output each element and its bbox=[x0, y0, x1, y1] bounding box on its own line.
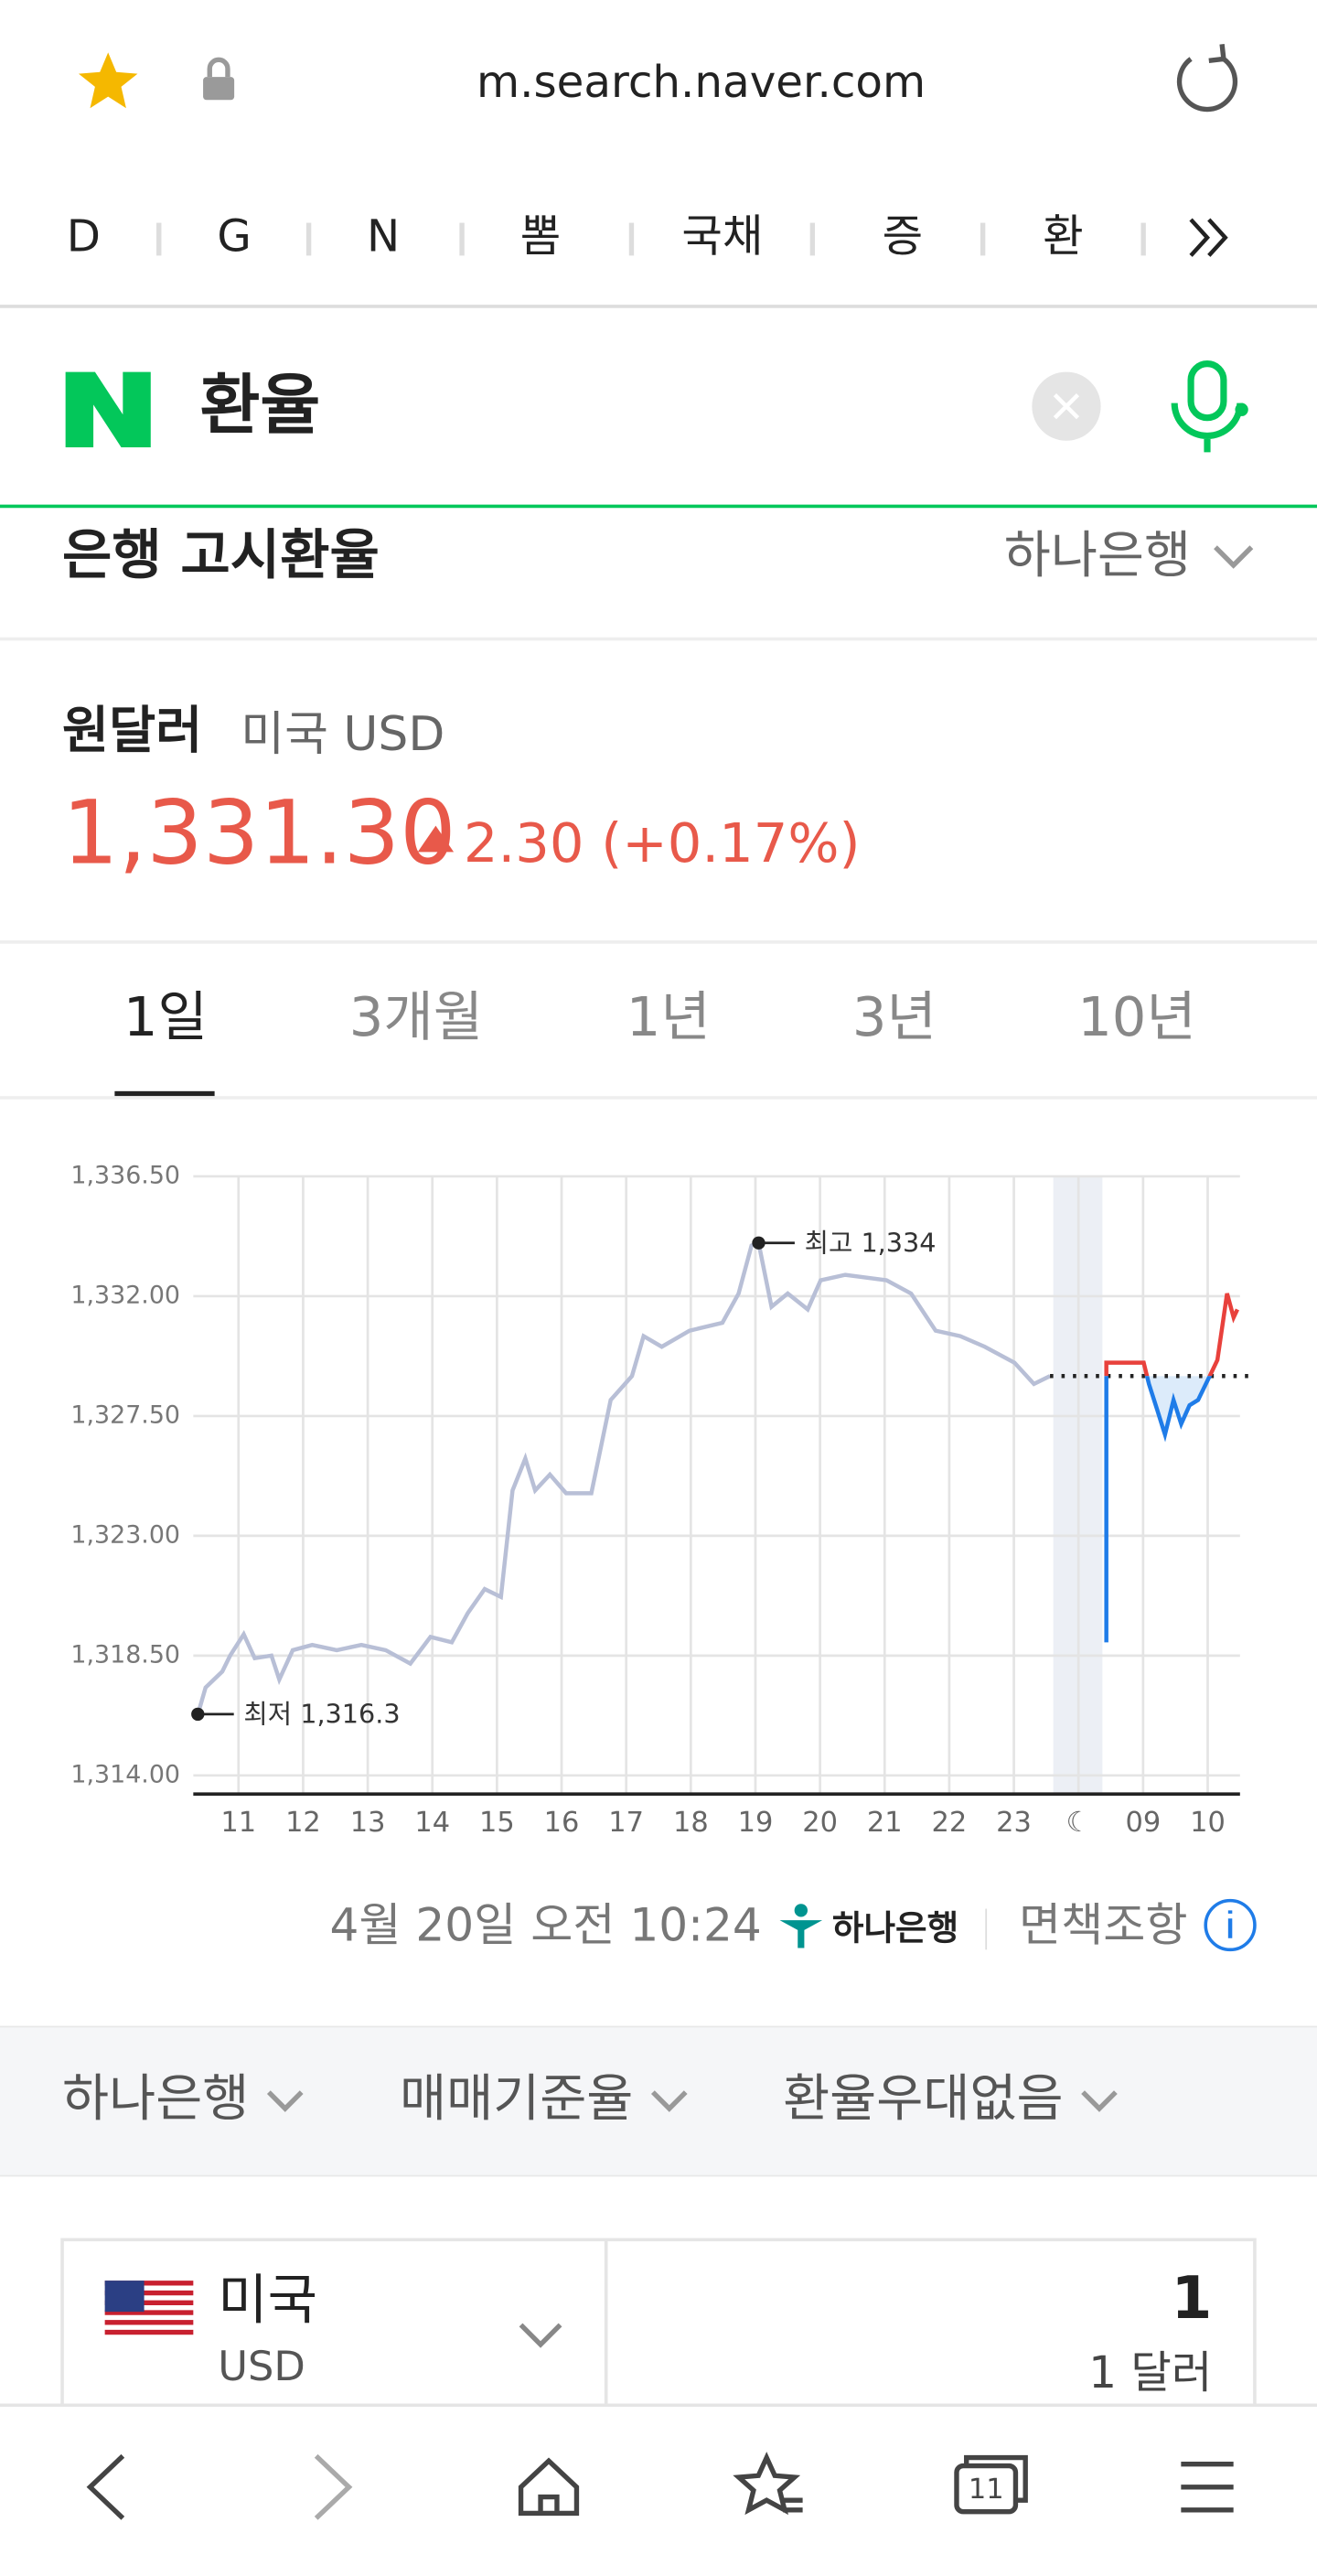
bookmark-bar: D G N 뽐 국채 증 환 bbox=[67, 210, 1146, 262]
period-tab[interactable]: 1년 bbox=[626, 985, 711, 1048]
info-icon[interactable] bbox=[1204, 1898, 1257, 1952]
currency-name: 원달러 bbox=[62, 702, 202, 761]
filter[interactable]: 매매기준율 bbox=[400, 2069, 633, 2129]
annotation-point bbox=[191, 1707, 205, 1722]
bookmark[interactable]: 환 bbox=[1043, 210, 1083, 262]
bookmark[interactable]: G bbox=[217, 210, 251, 262]
x-tick-label: 09 bbox=[1125, 1807, 1161, 1839]
x-tick-label: 22 bbox=[932, 1807, 968, 1839]
period-tab[interactable]: 1일 bbox=[123, 985, 208, 1048]
bookmark[interactable]: N bbox=[367, 210, 400, 262]
x-tick-label: 23 bbox=[996, 1807, 1032, 1839]
chevron bbox=[266, 2090, 304, 2112]
bank-logo: 하나은행 bbox=[832, 1907, 958, 1948]
bookmark[interactable]: 뽐 bbox=[520, 210, 561, 262]
chevron bbox=[650, 2090, 688, 2112]
filter[interactable]: 하나은행 bbox=[62, 2069, 249, 2129]
naver-logo[interactable] bbox=[65, 371, 151, 447]
filters: 하나은행 매매기준율 환율우대없음 bbox=[62, 2069, 1118, 2129]
line-down bbox=[1104, 1376, 1213, 1643]
y-tick-label: 1,327.50 bbox=[70, 1401, 180, 1429]
x-tick-label: ☾ bbox=[1066, 1807, 1091, 1839]
y-tick-label: 1,336.50 bbox=[70, 1161, 180, 1189]
x-tick-label: 15 bbox=[479, 1807, 515, 1839]
home-button[interactable] bbox=[518, 2457, 580, 2517]
period-tab[interactable]: 3개월 bbox=[349, 985, 483, 1048]
bookmarks-button[interactable] bbox=[733, 2452, 803, 2516]
tab-count: 11 bbox=[969, 2474, 1004, 2506]
forward-button[interactable] bbox=[314, 2453, 353, 2520]
x-tick-label: 13 bbox=[350, 1807, 386, 1839]
clear-button[interactable] bbox=[1032, 371, 1101, 441]
bookmark[interactable]: 증 bbox=[883, 210, 923, 262]
x-tick-label: 21 bbox=[867, 1807, 903, 1839]
x-tick-label: 20 bbox=[802, 1807, 838, 1839]
bank-logo-icon bbox=[779, 1904, 823, 1948]
tabs-button[interactable] bbox=[954, 2454, 1028, 2515]
line bbox=[196, 1240, 1052, 1715]
favorite-star[interactable] bbox=[78, 52, 138, 109]
period-tabs: 1일 3개월 1년 3년 10년 bbox=[123, 985, 1196, 1048]
timestamp: 4월 20일 오전 10:24 bbox=[329, 1898, 761, 1952]
amount-unit: 1 달러 bbox=[1088, 2347, 1212, 2399]
disclaimer[interactable]: 면책조항 bbox=[1019, 1898, 1187, 1952]
annotation: 최고 1,334 bbox=[805, 1228, 937, 1259]
url[interactable]: m.search.naver.com bbox=[476, 57, 926, 108]
y-tick-label: 1,323.00 bbox=[70, 1520, 180, 1549]
chart: 1,314.00 1,318.50 1,323.00 1,327.50 1,332.00… bbox=[70, 1161, 1248, 1839]
section-title: 은행 고시환율 bbox=[62, 523, 380, 586]
chevron bbox=[1214, 545, 1254, 569]
period-tab[interactable]: 10년 bbox=[1077, 985, 1196, 1048]
reload-button[interactable] bbox=[1176, 44, 1238, 113]
period-tab[interactable]: 3년 bbox=[852, 985, 937, 1048]
back-button[interactable] bbox=[86, 2453, 125, 2520]
bottom-nav bbox=[0, 2405, 1317, 2570]
bookmark[interactable]: 국채 bbox=[681, 210, 763, 262]
x-tick-label: 19 bbox=[738, 1807, 774, 1839]
x-tick-label: 16 bbox=[544, 1807, 580, 1839]
currency-code: 미국 USD bbox=[241, 707, 444, 762]
us-flag bbox=[104, 2281, 194, 2340]
x-tick-label: 11 bbox=[220, 1807, 256, 1839]
x-tick-label: 10 bbox=[1190, 1807, 1226, 1839]
y-tick-label: 1,332.00 bbox=[70, 1281, 180, 1309]
bookmark[interactable]: D bbox=[67, 210, 101, 262]
filter[interactable]: 환율우대없음 bbox=[783, 2069, 1063, 2129]
y-tick-label: 1,314.00 bbox=[70, 1760, 180, 1788]
amount[interactable]: 1 bbox=[1172, 2264, 1213, 2333]
menu-button[interactable] bbox=[1181, 2462, 1234, 2513]
country: 미국 bbox=[218, 2268, 317, 2331]
y-tick-label: 1,318.50 bbox=[70, 1640, 180, 1669]
search-query[interactable]: 환율 bbox=[200, 367, 321, 443]
line-up bbox=[1104, 1293, 1239, 1377]
country-chevron[interactable] bbox=[519, 2323, 562, 2348]
x-tick-label: 12 bbox=[285, 1807, 321, 1839]
rate: 1,331.30 bbox=[62, 780, 456, 884]
annotation: 최저 1,316.3 bbox=[243, 1699, 400, 1730]
rate-change: 2.30 (+0.17%) bbox=[464, 811, 861, 875]
x-tick-label: 17 bbox=[608, 1807, 644, 1839]
x-tick-label: 14 bbox=[414, 1807, 450, 1839]
up-arrow bbox=[417, 825, 455, 853]
more-bookmarks[interactable] bbox=[1189, 218, 1228, 257]
annotation-point bbox=[752, 1236, 766, 1250]
lock-icon bbox=[203, 57, 235, 101]
mic-button[interactable] bbox=[1171, 360, 1248, 453]
country-code: USD bbox=[218, 2342, 305, 2390]
bank-selector[interactable]: 하나은행 bbox=[1004, 526, 1191, 585]
x-tick-label: 18 bbox=[673, 1807, 709, 1839]
chevron bbox=[1081, 2090, 1118, 2112]
tab-indicator bbox=[114, 1090, 215, 1097]
